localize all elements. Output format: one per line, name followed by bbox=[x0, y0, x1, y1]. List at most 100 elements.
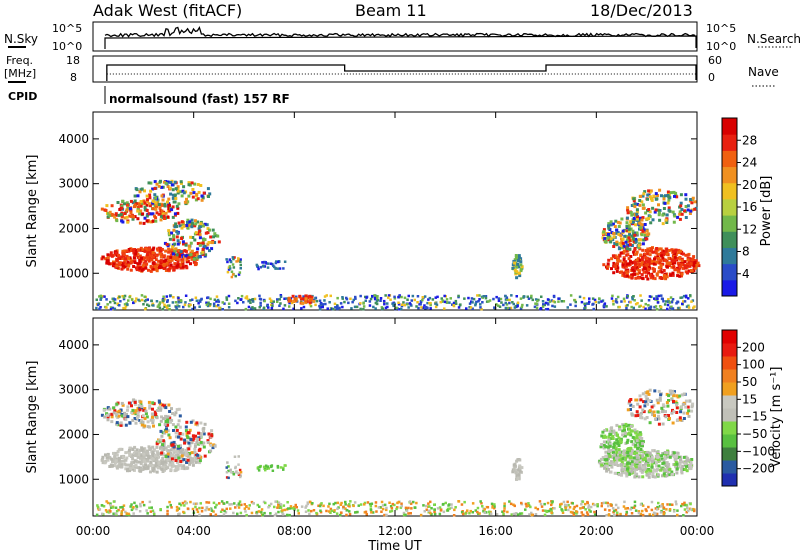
power-echo bbox=[349, 297, 352, 300]
velocity-echo bbox=[633, 428, 637, 432]
power-echo bbox=[196, 197, 200, 201]
velocity-echo bbox=[641, 475, 645, 479]
power-echo bbox=[282, 267, 285, 270]
velocity-echo bbox=[120, 462, 124, 466]
velocity-echo bbox=[607, 451, 611, 455]
power-echo bbox=[638, 221, 642, 225]
power-echo bbox=[368, 304, 372, 307]
power-echo bbox=[629, 301, 632, 304]
velocity-echo bbox=[688, 463, 692, 467]
velocity-echo bbox=[252, 502, 255, 505]
velocity-echo bbox=[138, 408, 142, 412]
nave-tick-bottom: 0 bbox=[708, 71, 715, 84]
velocity-echo bbox=[478, 512, 481, 515]
velocity-echo bbox=[611, 437, 615, 440]
power-echo bbox=[225, 296, 228, 299]
velocity-echo bbox=[157, 452, 160, 456]
power-echo bbox=[657, 270, 661, 274]
power-echo bbox=[645, 217, 649, 221]
velocity-echo bbox=[641, 408, 645, 412]
velocity-echo bbox=[436, 507, 440, 510]
power-echo bbox=[198, 236, 202, 240]
power-echo bbox=[481, 296, 484, 299]
power-echo bbox=[552, 295, 556, 299]
velocity-echo bbox=[133, 400, 137, 404]
velocity-echo bbox=[263, 467, 266, 470]
power-echo bbox=[387, 296, 390, 299]
power-echo bbox=[112, 262, 116, 266]
velocity-echo bbox=[617, 506, 620, 510]
power-echo bbox=[406, 303, 409, 306]
power-echo bbox=[112, 297, 115, 300]
power-echo bbox=[547, 303, 550, 306]
velocity-echo bbox=[675, 502, 678, 506]
power-echo bbox=[288, 305, 291, 308]
velocity-echo bbox=[304, 510, 308, 513]
velocity-echo bbox=[609, 460, 613, 464]
velocity-echo bbox=[109, 510, 112, 513]
power-echo bbox=[208, 228, 211, 232]
power-echo bbox=[691, 262, 695, 266]
velocity-echo bbox=[510, 513, 513, 516]
power-echo bbox=[672, 190, 676, 194]
power-echo bbox=[239, 263, 242, 267]
velocity-echo bbox=[374, 501, 378, 504]
velocity-echo bbox=[471, 511, 474, 514]
velocity-echo bbox=[657, 501, 660, 505]
power-echo bbox=[166, 255, 170, 259]
power-echo bbox=[647, 299, 651, 302]
power-echo bbox=[618, 270, 622, 274]
power-echo bbox=[457, 294, 460, 298]
velocity-echo bbox=[667, 473, 671, 477]
power-echo bbox=[137, 298, 140, 302]
velocity-echo bbox=[106, 458, 110, 462]
power-echo bbox=[299, 297, 303, 301]
velocity-echo bbox=[318, 504, 322, 508]
power-echo bbox=[674, 253, 678, 256]
velocity-echo bbox=[631, 463, 635, 467]
velocity-echo bbox=[193, 451, 197, 454]
velocity-echo bbox=[165, 458, 168, 462]
power-echo bbox=[234, 274, 237, 278]
velocity-echo bbox=[390, 509, 394, 513]
velocity-echo bbox=[564, 506, 567, 510]
velocity-echo bbox=[433, 512, 437, 516]
velocity-echo bbox=[174, 411, 178, 415]
velocity-echo bbox=[155, 470, 159, 474]
velocity-echo bbox=[560, 502, 563, 506]
power-echo bbox=[353, 305, 357, 309]
power-echo bbox=[603, 237, 607, 241]
velocity-echo bbox=[127, 450, 130, 454]
velocity-echo bbox=[515, 512, 518, 515]
velocity-echo bbox=[128, 453, 132, 457]
power-echo bbox=[207, 195, 210, 198]
power-echo bbox=[665, 275, 669, 279]
velocity-echo bbox=[160, 467, 164, 471]
power-echo bbox=[680, 208, 684, 211]
velocity-echo bbox=[179, 463, 183, 467]
power-echo bbox=[289, 299, 292, 303]
power-echo bbox=[372, 305, 375, 309]
y-tick-label: 4000 bbox=[58, 338, 89, 352]
power-echo bbox=[607, 232, 610, 236]
power-echo bbox=[647, 266, 651, 270]
velocity-echo bbox=[614, 433, 618, 437]
velocity-echo bbox=[238, 468, 242, 472]
x-tick-label: 20:00 bbox=[579, 524, 614, 538]
velocity-echo bbox=[140, 460, 144, 464]
velocity-echo bbox=[648, 457, 652, 461]
power-echo bbox=[648, 295, 652, 298]
velocity-echo bbox=[665, 465, 669, 469]
velocity-echo bbox=[146, 420, 150, 424]
velocity-echo bbox=[633, 437, 637, 441]
velocity-echo bbox=[117, 409, 121, 413]
velocity-echo bbox=[174, 459, 178, 462]
power-echo bbox=[271, 304, 274, 308]
velocity-echo bbox=[261, 513, 265, 517]
power-echo bbox=[667, 298, 670, 301]
power-echo bbox=[148, 204, 152, 208]
velocity-echo bbox=[187, 441, 191, 445]
power-echo bbox=[177, 305, 181, 308]
power-echo bbox=[635, 250, 639, 254]
power-echo bbox=[436, 295, 439, 299]
